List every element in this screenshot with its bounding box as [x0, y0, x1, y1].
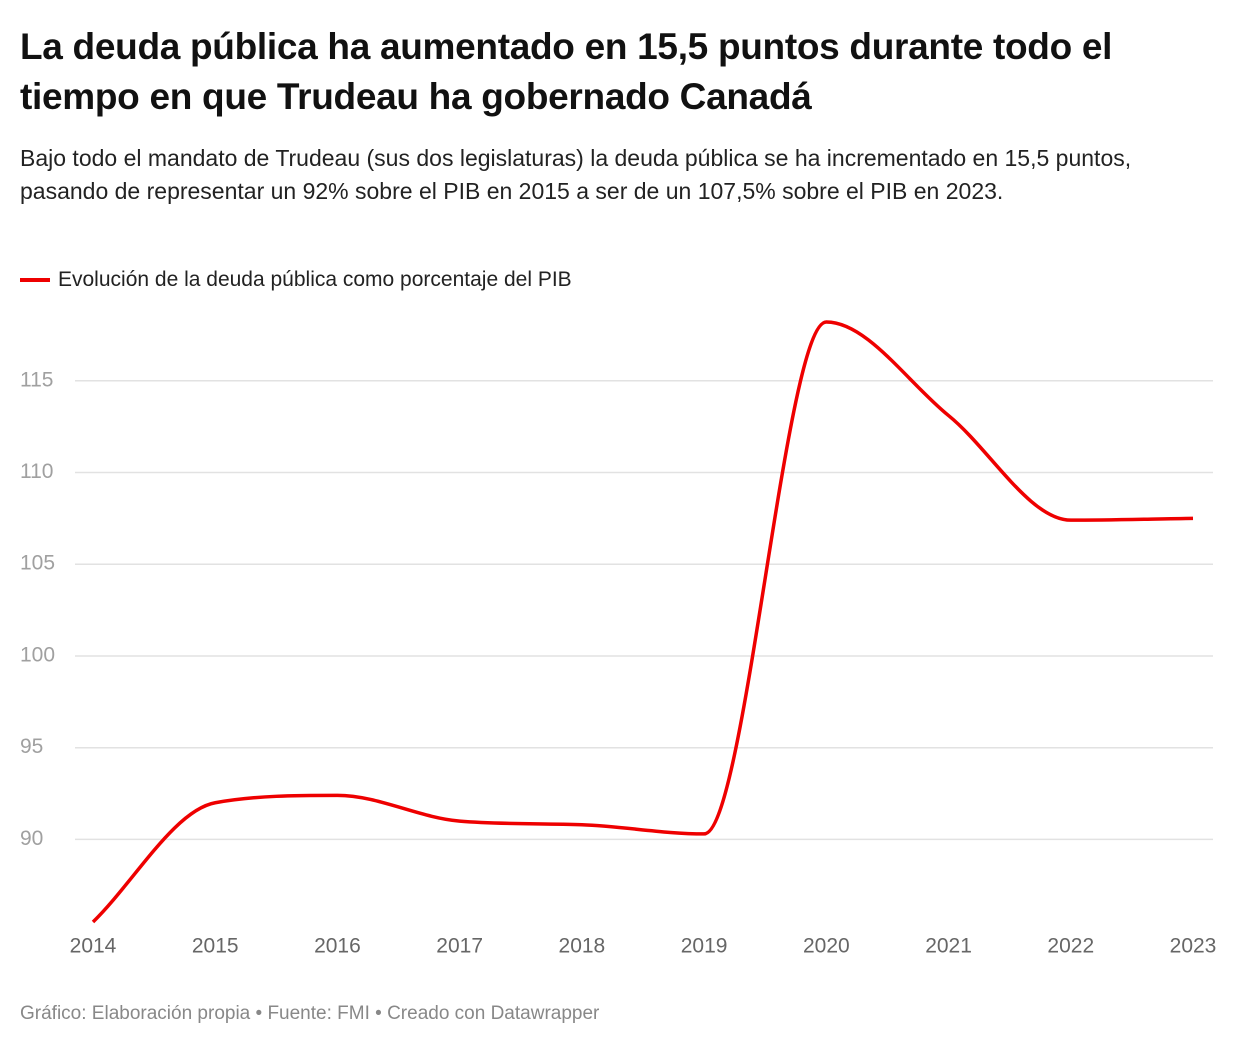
x-tick-label: 2014	[70, 935, 117, 958]
chart-subtitle: Bajo todo el mandato de Trudeau (sus dos…	[20, 145, 1132, 204]
legend-label: Evolución de la deuda pública como porce…	[58, 268, 572, 291]
x-tick-label: 2020	[803, 935, 850, 958]
legend: Evolución de la deuda pública como porce…	[20, 268, 572, 292]
x-tick-label: 2023	[1170, 935, 1217, 958]
legend-swatch	[20, 278, 50, 282]
chart-title: La deuda pública ha aumentado en 15,5 pu…	[20, 26, 1113, 117]
x-tick-label: 2019	[681, 935, 728, 958]
x-tick-label: 2016	[314, 935, 361, 958]
x-tick-label: 2015	[192, 935, 239, 958]
y-tick-label: 115	[20, 368, 53, 391]
y-tick-label: 110	[20, 460, 53, 483]
y-tick-label: 105	[20, 552, 55, 575]
y-tick-label: 100	[20, 643, 55, 666]
x-tick-label: 2018	[559, 935, 606, 958]
y-tick-label: 90	[20, 827, 43, 850]
source-note: Gráfico: Elaboración propia • Fuente: FM…	[20, 1003, 600, 1024]
x-tick-label: 2022	[1047, 935, 1094, 958]
x-tick-label: 2017	[436, 935, 483, 958]
chart: 90 95 100 105 110 115 2014 2015 2016 2017 2018 2019…	[20, 320, 1217, 958]
data-line	[91, 320, 1194, 924]
y-tick-label: 95	[20, 735, 43, 758]
x-tick-label: 2021	[925, 935, 972, 958]
